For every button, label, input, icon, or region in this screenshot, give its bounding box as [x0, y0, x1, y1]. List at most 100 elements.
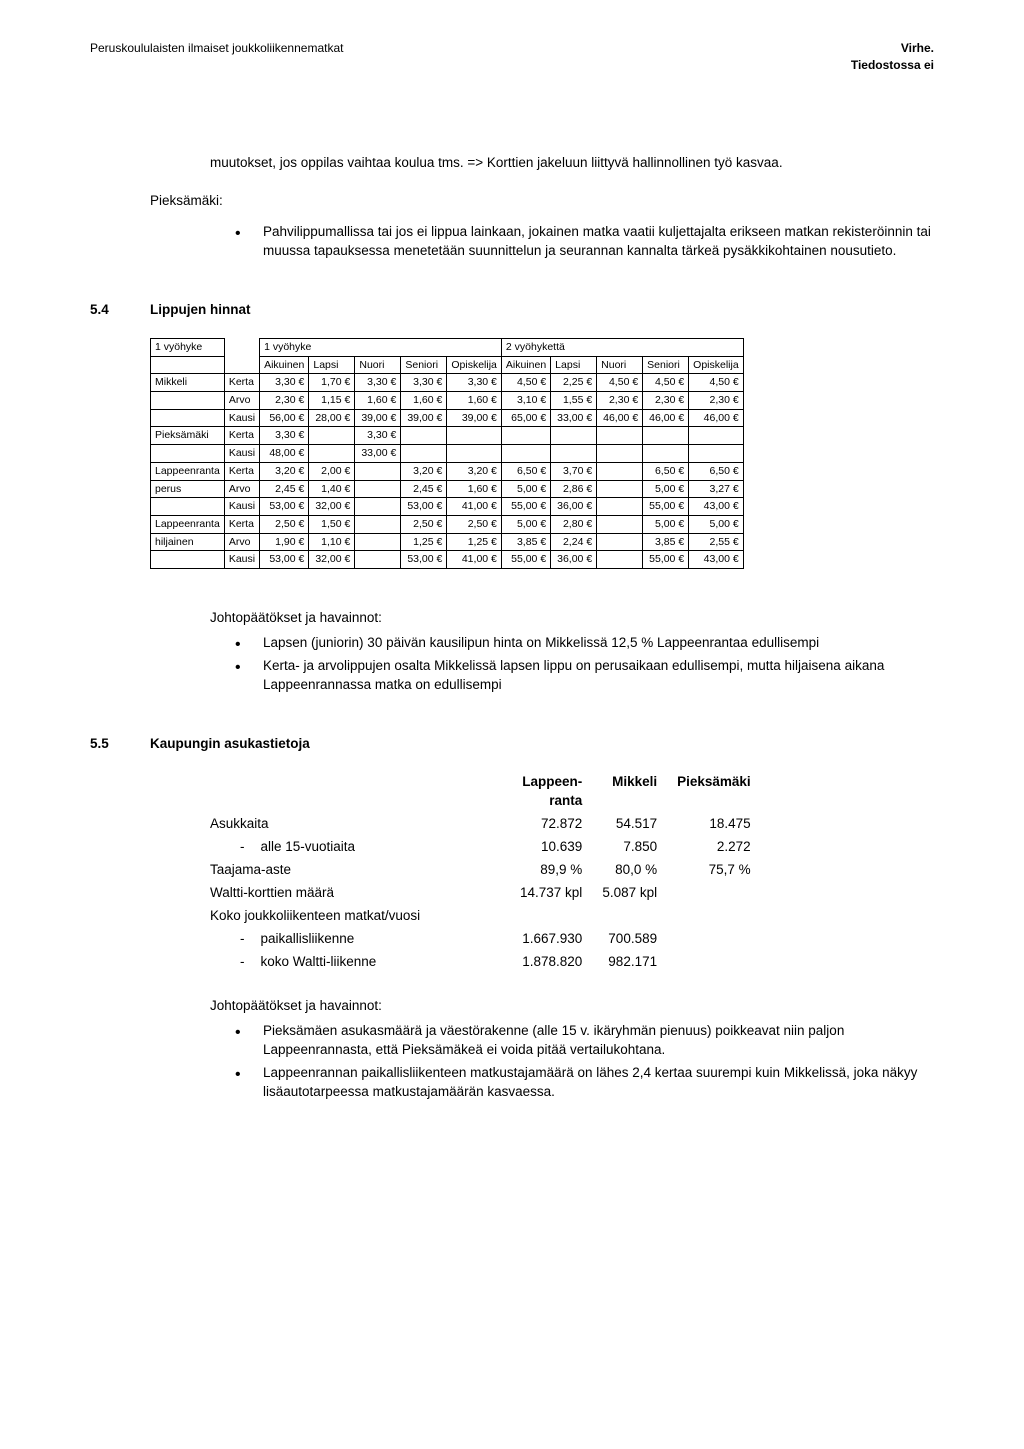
price-value-cell: 36,00 €	[551, 551, 597, 569]
price-value-cell: 3,30 €	[401, 374, 447, 392]
price-type-cell: Kerta	[224, 462, 259, 480]
stats-row-label: Asukkaita	[210, 813, 510, 836]
price-value-cell	[401, 445, 447, 463]
header-right: Virhe. Tiedostossa ei	[851, 40, 934, 74]
conclusion-item: Lapsen (juniorin) 30 päivän kausilipun h…	[235, 634, 934, 653]
price-value-cell: 3,10 €	[501, 392, 550, 410]
price-value-cell: 3,30 €	[260, 427, 309, 445]
stats-value-cell: 982.171	[592, 951, 667, 974]
stats-row-label: paikallisliikenne	[210, 928, 510, 951]
pieksamaki-heading: Pieksämäki:	[150, 192, 934, 211]
price-value-cell	[501, 445, 550, 463]
section-5-5-num: 5.5	[90, 735, 150, 754]
price-type-cell: Kerta	[224, 427, 259, 445]
price-value-cell	[355, 551, 401, 569]
price-value-cell: 2,00 €	[309, 462, 355, 480]
conclusions-5-5-title: Johtopäätökset ja havainnot:	[210, 997, 934, 1016]
stats-header: Lappeen-ranta	[510, 771, 592, 813]
stats-value-cell	[592, 905, 667, 928]
stats-row-label: Taajama-aste	[210, 859, 510, 882]
stats-value-cell: 2.272	[667, 836, 761, 859]
stats-value-cell	[667, 928, 761, 951]
conclusion-item: Lappeenrannan paikallisliikenteen matkus…	[235, 1064, 934, 1102]
price-type-cell: Kausi	[224, 445, 259, 463]
section-5-4-header: 5.4 Lippujen hinnat	[90, 301, 934, 320]
conclusions-5-4-title: Johtopäätökset ja havainnot:	[210, 609, 934, 628]
stats-header	[210, 771, 510, 813]
price-col1-label: 1 vyöhyke	[151, 339, 225, 357]
stats-header: Pieksämäki	[667, 771, 761, 813]
price-value-cell: 2,55 €	[689, 533, 744, 551]
price-city-cell	[151, 551, 225, 569]
price-value-cell: 43,00 €	[689, 551, 744, 569]
price-col-header: Opiskelija	[689, 356, 744, 374]
price-value-cell: 1,70 €	[309, 374, 355, 392]
price-col-header: Aikuinen	[501, 356, 550, 374]
price-value-cell	[643, 445, 689, 463]
stats-table: Lappeen-rantaMikkeliPieksämäkiAsukkaita7…	[210, 771, 761, 973]
stats-value-cell	[667, 882, 761, 905]
price-table: 1 vyöhyke1 vyöhyke2 vyöhykettä AikuinenL…	[150, 338, 744, 569]
price-value-cell: 39,00 €	[401, 409, 447, 427]
conclusion-item: Kerta- ja arvolippujen osalta Mikkelissä…	[235, 657, 934, 695]
price-value-cell: 1,25 €	[401, 533, 447, 551]
header-left: Peruskoululaisten ilmaiset joukkoliikenn…	[90, 40, 343, 74]
price-value-cell: 6,50 €	[501, 462, 550, 480]
price-city-cell: Pieksämäki	[151, 427, 225, 445]
price-value-cell	[597, 427, 643, 445]
stats-row-label: alle 15-vuotiaita	[210, 836, 510, 859]
price-value-cell: 53,00 €	[260, 498, 309, 516]
price-value-cell: 1,90 €	[260, 533, 309, 551]
price-value-cell: 33,00 €	[551, 409, 597, 427]
price-value-cell: 4,50 €	[643, 374, 689, 392]
price-value-cell	[355, 480, 401, 498]
price-city-cell	[151, 445, 225, 463]
stats-value-cell: 700.589	[592, 928, 667, 951]
price-value-cell: 1,15 €	[309, 392, 355, 410]
price-value-cell	[355, 498, 401, 516]
stats-value-cell: 89,9 %	[510, 859, 592, 882]
price-value-cell: 1,55 €	[551, 392, 597, 410]
price-col-header: Aikuinen	[260, 356, 309, 374]
conclusions-5-4-list: Lapsen (juniorin) 30 päivän kausilipun h…	[235, 634, 934, 695]
price-value-cell	[355, 533, 401, 551]
page-header: Peruskoululaisten ilmaiset joukkoliikenn…	[90, 40, 934, 74]
price-value-cell: 2,45 €	[401, 480, 447, 498]
price-value-cell: 3,70 €	[551, 462, 597, 480]
price-value-cell: 5,00 €	[643, 480, 689, 498]
price-city-cell	[151, 498, 225, 516]
price-value-cell: 46,00 €	[597, 409, 643, 427]
price-city-cell: Mikkeli	[151, 374, 225, 392]
price-value-cell: 36,00 €	[551, 498, 597, 516]
price-type-cell: Kausi	[224, 498, 259, 516]
price-value-cell	[355, 462, 401, 480]
price-value-cell	[551, 445, 597, 463]
price-value-cell: 5,00 €	[501, 515, 550, 533]
price-value-cell: 3,20 €	[401, 462, 447, 480]
price-value-cell: 3,85 €	[643, 533, 689, 551]
price-table-wrap: 1 vyöhyke1 vyöhyke2 vyöhykettä AikuinenL…	[150, 338, 934, 569]
stats-value-cell: 14.737 kpl	[510, 882, 592, 905]
price-value-cell: 55,00 €	[501, 498, 550, 516]
price-value-cell	[597, 462, 643, 480]
conclusions-5-5-list: Pieksämäen asukasmäärä ja väestörakenne …	[235, 1022, 934, 1102]
zone1-header: 1 vyöhyke	[260, 339, 502, 357]
price-value-cell: 28,00 €	[309, 409, 355, 427]
price-value-cell	[597, 551, 643, 569]
price-value-cell: 6,50 €	[689, 462, 744, 480]
price-value-cell	[689, 427, 744, 445]
price-value-cell: 33,00 €	[355, 445, 401, 463]
price-value-cell: 1,50 €	[309, 515, 355, 533]
zone2-header: 2 vyöhykettä	[501, 339, 743, 357]
price-type-cell: Kausi	[224, 409, 259, 427]
price-value-cell	[597, 515, 643, 533]
price-value-cell: 2,50 €	[401, 515, 447, 533]
price-type-cell: Arvo	[224, 392, 259, 410]
price-value-cell: 39,00 €	[355, 409, 401, 427]
price-city-cell: perus	[151, 480, 225, 498]
price-value-cell: 3,30 €	[260, 374, 309, 392]
section-5-4-title: Lippujen hinnat	[150, 301, 251, 320]
price-value-cell	[597, 445, 643, 463]
price-value-cell	[689, 445, 744, 463]
price-value-cell: 4,50 €	[501, 374, 550, 392]
